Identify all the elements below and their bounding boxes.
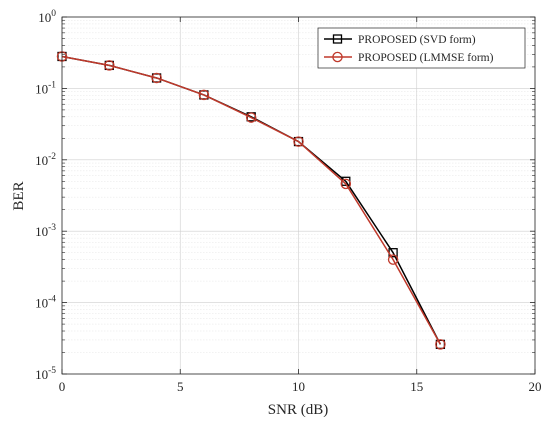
data-point-circle bbox=[293, 136, 304, 147]
legend-label-lmmse: PROPOSED (LMMSE form) bbox=[358, 52, 494, 64]
legend: PROPOSED (SVD form) PROPOSED (LMMSE form… bbox=[317, 27, 526, 69]
series-layer bbox=[56, 51, 446, 350]
y-tick-label: 10-3 bbox=[35, 223, 56, 239]
legend-label-svd: PROPOSED (SVD form) bbox=[358, 34, 476, 46]
y-axis-label: BER bbox=[11, 181, 27, 210]
x-tick-label: 5 bbox=[177, 379, 184, 394]
grid bbox=[61, 16, 536, 375]
series-line bbox=[61, 55, 442, 345]
x-tick-label: 20 bbox=[529, 379, 542, 394]
y-tick-label: 10-5 bbox=[35, 366, 56, 382]
data-point-circle bbox=[340, 178, 352, 190]
data-point-circle bbox=[198, 89, 210, 101]
x-tick-label: 0 bbox=[59, 379, 66, 394]
legend-marker-svd-icon bbox=[332, 34, 343, 44]
y-tick-label: 10-2 bbox=[35, 152, 56, 168]
data-point-circle bbox=[387, 254, 399, 265]
data-point-circle bbox=[435, 339, 446, 350]
x-tick-label: 15 bbox=[410, 379, 423, 394]
tick-layer bbox=[61, 16, 536, 375]
data-point-circle bbox=[104, 60, 115, 71]
legend-marker-lmmse-icon bbox=[332, 51, 343, 63]
y-tick-label: 10-4 bbox=[35, 295, 56, 311]
series-lmmse bbox=[56, 51, 446, 350]
y-tick-labels: 100 10-1 10-2 10-3 10-4 10-5 bbox=[35, 9, 56, 382]
y-tick-label: 100 bbox=[38, 9, 56, 25]
x-tick-label: 10 bbox=[292, 379, 305, 394]
y-tick-label: 10-1 bbox=[35, 80, 56, 96]
x-axis-label: SNR (dB) bbox=[268, 402, 328, 418]
x-tick-labels: 0 5 10 15 20 bbox=[59, 379, 542, 394]
legend-box bbox=[317, 27, 526, 69]
data-point-circle bbox=[245, 112, 257, 123]
data-point-circle bbox=[151, 72, 162, 84]
